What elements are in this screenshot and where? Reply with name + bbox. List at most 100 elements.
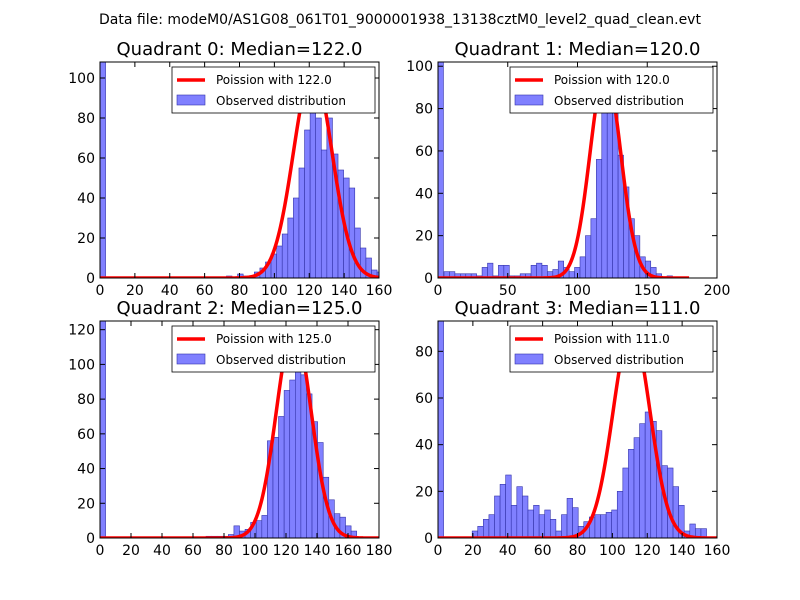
histogram-bar	[294, 365, 302, 538]
x-tick-label: 120	[296, 283, 323, 299]
x-tick-label: 20	[122, 543, 140, 559]
x-tick-label: 0	[96, 283, 105, 299]
x-tick-label: 140	[669, 543, 696, 559]
histogram-bar	[261, 515, 268, 538]
legend-hist-swatch	[514, 353, 544, 365]
x-tick-label: 160	[335, 543, 362, 559]
histogram-bar	[600, 514, 607, 538]
histogram-bar	[585, 235, 592, 278]
chart-title: Quadrant 2: Median=125.0	[117, 298, 363, 319]
y-tick-label: 60	[415, 144, 433, 160]
x-tick-label: 80	[569, 543, 587, 559]
y-tick-label: 100	[406, 59, 433, 75]
histogram-bar	[605, 512, 612, 538]
histogram-bar	[278, 416, 285, 538]
x-tick-label: 100	[564, 283, 591, 299]
x-tick-label: 150	[634, 283, 661, 299]
x-tick-label: 40	[161, 283, 179, 299]
y-tick-label: 60	[77, 427, 95, 443]
x-tick-label: 140	[304, 543, 331, 559]
histogram-bar	[255, 520, 263, 538]
histogram-bar	[633, 437, 640, 538]
histogram-bar	[594, 514, 601, 538]
y-tick-label: 40	[77, 462, 95, 478]
histogram-bar	[544, 509, 551, 538]
figure-suptitle: Data file: modeM0/AS1G08_061T01_90000019…	[99, 12, 701, 28]
poisson-curve	[100, 326, 379, 538]
y-tick-label: 60	[77, 151, 95, 167]
histogram-bar	[549, 519, 557, 538]
x-tick-label: 0	[434, 283, 443, 299]
histogram-bar	[100, 62, 106, 278]
y-tick-label: 100	[68, 71, 95, 87]
legend-hist-label: Observed distribution	[216, 94, 346, 108]
legend-box	[509, 66, 714, 114]
legend-curve-label: Poission with 120.0	[554, 73, 670, 87]
y-tick-label: 120	[68, 323, 95, 339]
histogram-bar	[522, 495, 529, 538]
histogram-bar	[315, 117, 322, 278]
x-tick-label: 140	[331, 283, 358, 299]
x-tick-label: 50	[499, 283, 517, 299]
x-tick-label: 40	[153, 543, 171, 559]
legend: Poission with 122.0 Observed distribution	[171, 66, 376, 114]
chart-title: Quadrant 3: Median=111.0	[455, 298, 701, 319]
quadrant-3-chart: 0 20 40 60 80 100 120 140 160 0 20 40 60 80 Quadrant 3…	[415, 298, 730, 559]
legend-hist-label: Observed distribution	[216, 353, 346, 367]
histogram-bar	[365, 257, 372, 278]
legend-box	[171, 66, 376, 114]
x-tick-label: 180	[366, 543, 393, 559]
histogram-bar	[505, 474, 512, 538]
y-tick-label: 40	[77, 191, 95, 207]
histogram-bar	[644, 411, 652, 538]
histogram-bar	[527, 509, 534, 538]
histogram-bar	[510, 505, 518, 538]
histogram-bar	[483, 519, 490, 538]
histogram-bar	[579, 256, 586, 278]
y-tick-label: 0	[86, 531, 95, 547]
histogram-bar	[376, 271, 379, 278]
legend-hist-swatch	[514, 94, 544, 106]
histogram-bars	[100, 62, 379, 278]
quadrant-0-chart: 0 20 40 60 80 100 120 140 160 0 20 40 60 80 100 Quadran…	[68, 39, 392, 299]
histogram-bar	[276, 245, 283, 278]
legend-box	[171, 325, 376, 373]
axes-frame	[99, 320, 380, 539]
y-tick-label: 80	[415, 344, 433, 360]
histogram-bar	[348, 187, 356, 278]
y-tick-label: 80	[77, 111, 95, 127]
histogram-bar	[494, 495, 501, 538]
histogram-bar	[438, 62, 444, 278]
histogram-bar	[309, 107, 317, 278]
histogram-bar	[281, 233, 289, 278]
legend-hist-label: Observed distribution	[554, 353, 684, 367]
histogram-bar	[561, 514, 568, 538]
histogram-bar	[590, 218, 597, 278]
y-tick-label: 20	[415, 484, 433, 500]
histogram-bar	[667, 467, 674, 538]
histogram-bar	[601, 108, 608, 278]
legend: Poission with 111.0 Observed distribution	[509, 325, 714, 373]
histogram-bar	[304, 129, 311, 278]
x-tick-label: 120	[634, 543, 661, 559]
histogram-bar	[283, 390, 291, 538]
histogram-bar	[616, 491, 624, 538]
histogram-bar	[320, 149, 328, 278]
legend-curve-label: Poission with 122.0	[216, 73, 332, 87]
histogram-bar	[678, 505, 685, 538]
histogram-bar	[566, 498, 573, 538]
x-tick-label: 20	[464, 543, 482, 559]
y-tick-label: 20	[77, 496, 95, 512]
legend-hist-label: Observed distribution	[554, 94, 684, 108]
histogram-bar	[596, 159, 603, 278]
x-tick-label: 40	[499, 543, 517, 559]
histogram-bar	[530, 264, 537, 278]
histogram-bar	[639, 423, 646, 538]
histogram-bar	[287, 217, 294, 278]
histogram-bar	[272, 437, 279, 538]
x-tick-label: 160	[704, 543, 731, 559]
y-tick-label: 0	[86, 271, 95, 287]
y-tick-label: 0	[424, 271, 433, 287]
chart-title: Quadrant 1: Median=120.0	[455, 39, 701, 60]
